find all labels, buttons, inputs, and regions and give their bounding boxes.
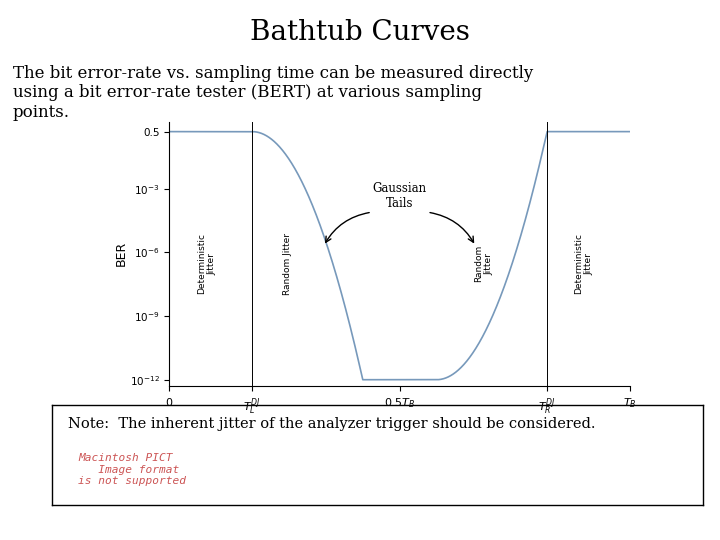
Y-axis label: BER: BER [115, 241, 128, 266]
Text: Gaussian
Tails: Gaussian Tails [372, 182, 427, 210]
Text: Random
Jitter: Random Jitter [474, 245, 493, 282]
Text: Deterministic
Jitter: Deterministic Jitter [575, 233, 593, 294]
Text: The bit error-rate vs. sampling time can be measured directly
using a bit error-: The bit error-rate vs. sampling time can… [13, 65, 534, 121]
Text: Bathtub Curves: Bathtub Curves [250, 19, 470, 46]
Text: Deterministic
Jitter: Deterministic Jitter [197, 233, 216, 294]
Text: Note:  The inherent jitter of the analyzer trigger should be considered.: Note: The inherent jitter of the analyze… [68, 417, 595, 431]
Text: Random Jitter: Random Jitter [284, 233, 292, 294]
Text: Macintosh PICT
   Image format
is not supported: Macintosh PICT Image format is not suppo… [78, 453, 186, 486]
